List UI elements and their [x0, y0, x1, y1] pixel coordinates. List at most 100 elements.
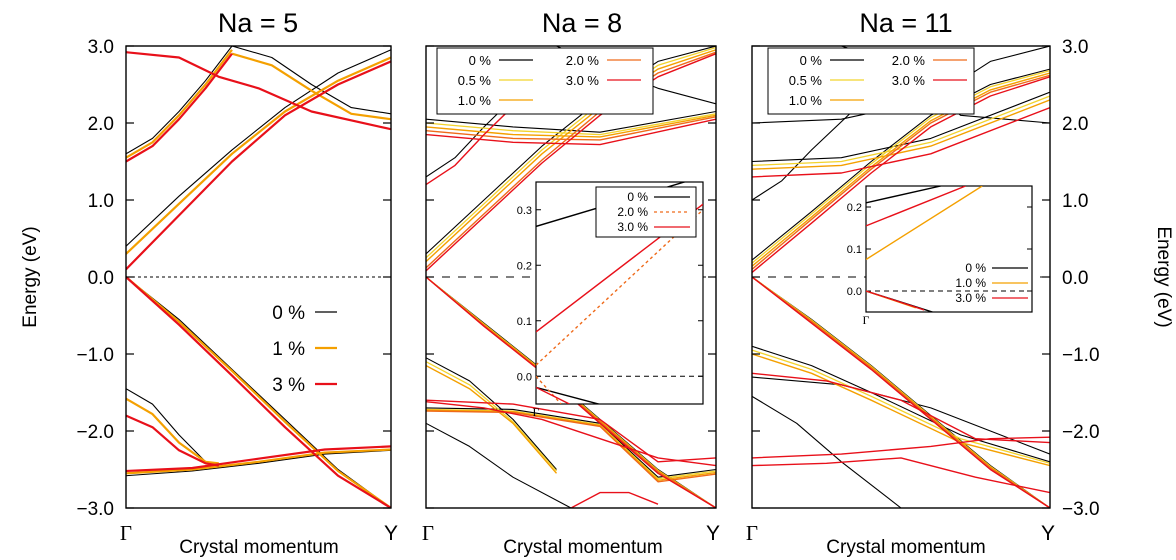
- inset: 0.3 0.2 0.1 0.0 Γ 0 %2.0 %3.0 %: [517, 181, 704, 419]
- band-line: [570, 491, 659, 508]
- band-line: [752, 276, 1050, 508]
- band-line: [752, 69, 1050, 264]
- panel-3: 0 %0.5 %1.0 %2.0 %3.0 %0.20.10.0Γ0 %1.0 …: [751, 45, 1051, 509]
- band-line: [426, 364, 558, 474]
- panel-1: 0 % 1 % 3 %: [125, 45, 392, 509]
- bands-group: [752, 46, 1050, 508]
- legend-label: 1 %: [272, 339, 305, 360]
- ytick-label-right: 3.0: [1062, 37, 1088, 58]
- legend-box: [767, 47, 975, 115]
- panel-2-xlabel: Crystal momentum: [503, 537, 662, 558]
- inset-ytick-label: 0.2: [517, 260, 532, 272]
- band-line: [426, 407, 716, 478]
- band-line: [752, 276, 1050, 508]
- band-line: [426, 116, 716, 141]
- panel-3-xtick-gamma: Γ: [746, 521, 758, 545]
- inset: 0.2 0.1 0.0 Γ 0 %1.0 %3.0 %: [847, 185, 1033, 327]
- band-line: [752, 107, 857, 201]
- band-line: [752, 74, 1050, 270]
- ytick-label-right: −3.0: [1062, 499, 1100, 520]
- band-line: [126, 56, 391, 255]
- band-line: [426, 53, 716, 272]
- band-line: [752, 91, 1050, 163]
- inset-legend-label: 1.0 %: [955, 276, 986, 290]
- band-line: [426, 422, 572, 508]
- inset-bands: [536, 182, 703, 404]
- ytick-label-right: −1.0: [1062, 345, 1100, 366]
- inset-ytick-label: 0.1: [517, 316, 532, 328]
- inset-ytick-label: 0.0: [517, 371, 532, 383]
- inset-band-line: [866, 186, 983, 261]
- legend: 0 % 0.5 % 1.0 % 2.0 % 3.0 %: [767, 47, 975, 115]
- inset-xtick-gamma: Γ: [863, 313, 870, 327]
- band-line: [426, 110, 716, 133]
- band-line: [126, 449, 391, 477]
- band-line: [752, 106, 1050, 178]
- ytick-label-left: 1.0: [88, 191, 114, 212]
- band-line: [752, 395, 902, 508]
- band-line: [752, 372, 1050, 444]
- panel-2-xtick-y: Y: [706, 522, 720, 545]
- inset-ytick-label: 0.0: [847, 286, 862, 298]
- inset-bands: [866, 186, 983, 312]
- ytick-label-left: −1.0: [76, 345, 114, 366]
- legend-label: 0.5 %: [789, 73, 823, 88]
- legend-label: 0.5 %: [458, 73, 492, 88]
- legend: 0 % 0.5 % 1.0 % 2.0 % 3.0 %: [436, 47, 654, 115]
- band-line: [231, 46, 391, 115]
- band-line: [752, 99, 1050, 170]
- inset-xtick-gamma: Γ: [533, 405, 540, 419]
- panel-3-xtick-y: Y: [1041, 522, 1055, 545]
- y-axis-label-right: Energy (eV): [1153, 226, 1174, 327]
- band-line: [426, 51, 716, 269]
- band-line: [426, 114, 716, 138]
- band-line: [752, 436, 1050, 459]
- band-line: [426, 401, 716, 467]
- band-line: [426, 408, 716, 480]
- inset-legend-label: 2.0 %: [617, 205, 648, 219]
- legend-label: 1.0 %: [789, 93, 823, 108]
- inset-band-line: [866, 186, 941, 204]
- ytick-label-left: 3.0: [88, 37, 114, 58]
- panel-3-title: Na = 11: [859, 8, 952, 38]
- plots-layer: 3.0 3.0 2.0 2.0 1.0 1.0 0.0 0.0 −1.0 −1.0 −2.0 −2.0…: [76, 37, 1099, 520]
- ytick-label-left: 0.0: [88, 268, 114, 289]
- band-line: [126, 388, 219, 467]
- bands-group: [126, 46, 391, 508]
- legend: 0 % 1 % 3 %: [272, 303, 337, 396]
- inset-ytick-label: 0.1: [847, 244, 862, 256]
- legend-label: 2.0 %: [566, 53, 600, 68]
- band-line: [126, 53, 233, 163]
- band-line: [752, 349, 1050, 464]
- band-line: [126, 445, 391, 473]
- band-line: [426, 46, 716, 255]
- band-line: [126, 414, 219, 467]
- ytick-label-right: 1.0: [1062, 191, 1088, 212]
- band-line: [426, 357, 557, 470]
- inset-band-line: [866, 290, 925, 311]
- inset-band-line: [536, 386, 570, 404]
- ytick-label-left: −2.0: [76, 422, 114, 443]
- inset-legend: 0 %2.0 %3.0 %: [595, 186, 697, 238]
- panel-1-xtick-gamma: Γ: [120, 521, 132, 545]
- band-line: [752, 376, 1050, 455]
- inset-band-line: [536, 375, 562, 404]
- legend-label: 2.0 %: [892, 53, 926, 68]
- legend-label: 1.0 %: [458, 93, 492, 108]
- legend-label: 3 %: [272, 375, 305, 396]
- panel-1-title: Na = 5: [218, 8, 298, 38]
- band-line: [752, 95, 1050, 167]
- ytick-label-left: 2.0: [88, 114, 114, 135]
- legend-label: 3.0 %: [566, 73, 600, 88]
- legend-label: 3.0 %: [892, 73, 926, 88]
- band-line: [752, 68, 1050, 261]
- ytick-label-left: −3.0: [76, 499, 114, 520]
- band-line: [126, 276, 391, 508]
- band-line: [752, 353, 1050, 467]
- band-line: [126, 46, 233, 155]
- legend-label: 0 %: [469, 53, 492, 68]
- legend-label: 0 %: [272, 303, 305, 324]
- band-line: [126, 397, 219, 465]
- panel-2: 0 %0.5 %1.0 %2.0 %3.0 %0.30.20.10.0Γ0 %2…: [425, 45, 717, 509]
